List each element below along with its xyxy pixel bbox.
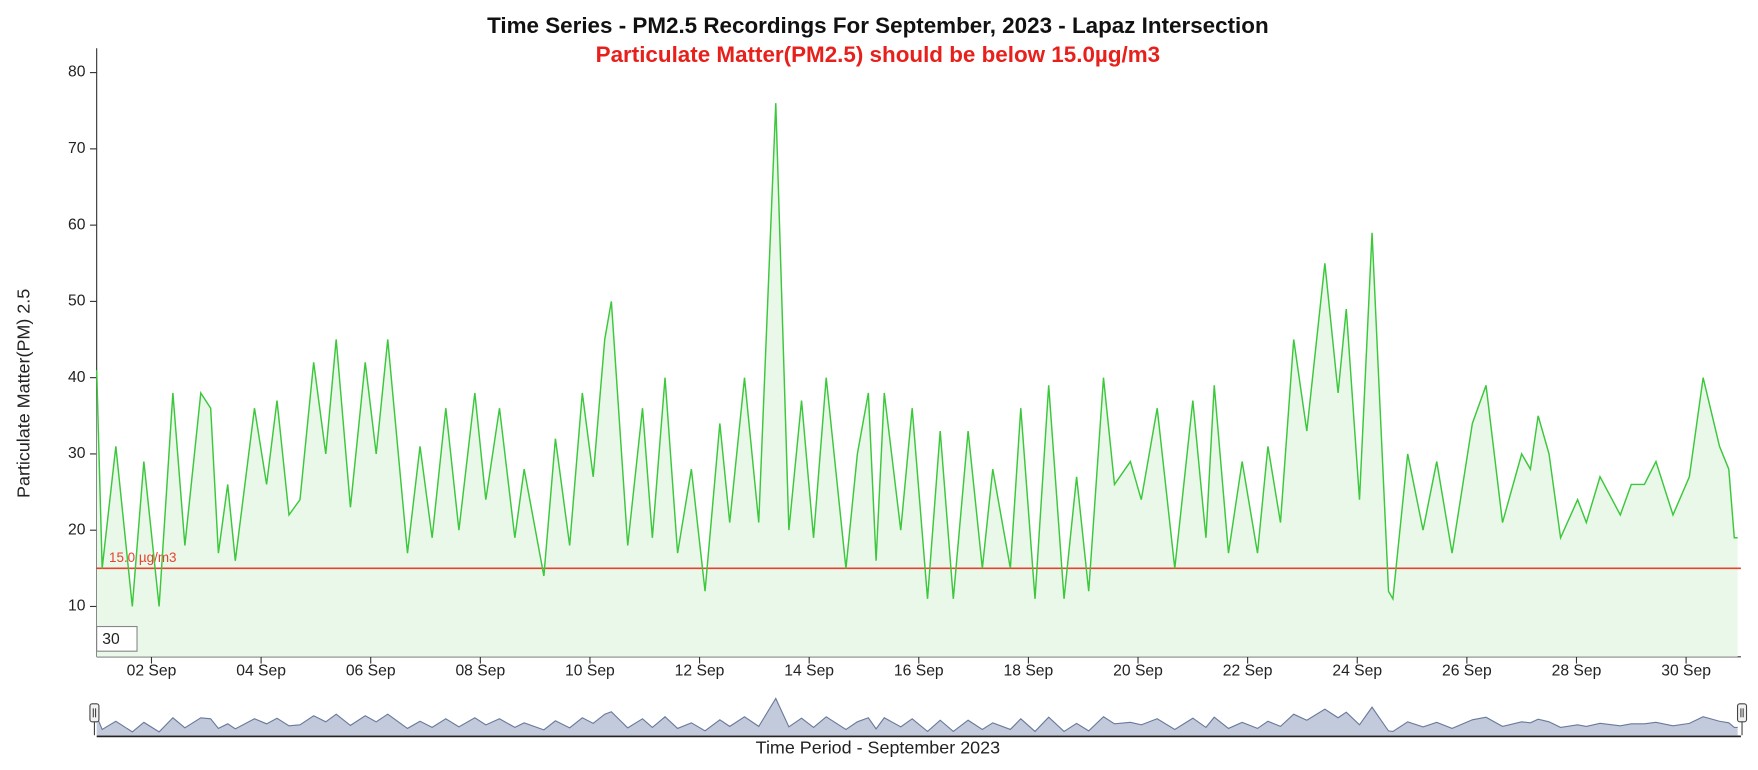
zoom-input[interactable]: 30 bbox=[102, 631, 120, 648]
navigator-handle[interactable] bbox=[1736, 703, 1748, 723]
zoom-input-box[interactable] bbox=[96, 625, 138, 652]
x-tick-label: 14 Sep bbox=[784, 663, 834, 680]
y-tick-label: 60 bbox=[68, 216, 86, 233]
chart-subtitle: Particulate Matter(PM2.5) should be belo… bbox=[596, 42, 1161, 67]
area bbox=[96, 103, 1738, 657]
y-tick-label: 40 bbox=[68, 369, 86, 386]
y-tick-label: 10 bbox=[68, 598, 86, 615]
y-tick-label: 50 bbox=[68, 293, 86, 310]
navigator-area bbox=[96, 698, 1738, 736]
x-tick-label: 20 Sep bbox=[1113, 663, 1163, 680]
plot-area: 10 20 30 40 50 60 70 80 02 Sep 04 Sep 06 Sep 08 Sep… bbox=[68, 48, 1748, 738]
navigator-line bbox=[96, 697, 1738, 733]
x-tick-label: 26 Sep bbox=[1442, 663, 1492, 680]
x-tick-label: 06 Sep bbox=[346, 663, 396, 680]
x-tick-label: 16 Sep bbox=[894, 663, 944, 680]
threshold-label: 15.0 µg/m3 bbox=[109, 550, 177, 565]
navigator-handle[interactable] bbox=[89, 703, 100, 723]
y-axis-label: Particulate Matter(PM) 2.5 bbox=[14, 289, 34, 498]
x-tick-label: 10 Sep bbox=[565, 663, 615, 680]
chart-title: Time Series - PM2.5 Recordings For Septe… bbox=[487, 13, 1269, 38]
y-tick-label: 30 bbox=[68, 445, 86, 462]
x-tick-label: 30 Sep bbox=[1661, 663, 1711, 680]
x-tick-label: 02 Sep bbox=[127, 663, 177, 680]
x-tick-label: 08 Sep bbox=[455, 663, 505, 680]
line bbox=[95, 103, 1738, 607]
y-tick-label: 20 bbox=[68, 521, 86, 538]
x-tick-label: 04 Sep bbox=[236, 663, 286, 680]
x-tick-label: 12 Sep bbox=[675, 663, 725, 680]
x-tick-label: 28 Sep bbox=[1552, 663, 1602, 680]
x-tick-label: 24 Sep bbox=[1332, 663, 1382, 680]
x-tick-label: 18 Sep bbox=[1004, 663, 1054, 680]
x-axis-label: Time Period - September 2023 bbox=[756, 737, 1000, 757]
x-tick-label: 22 Sep bbox=[1223, 663, 1273, 680]
y-tick-label: 80 bbox=[68, 64, 86, 81]
y-tick-label: 70 bbox=[68, 140, 86, 157]
